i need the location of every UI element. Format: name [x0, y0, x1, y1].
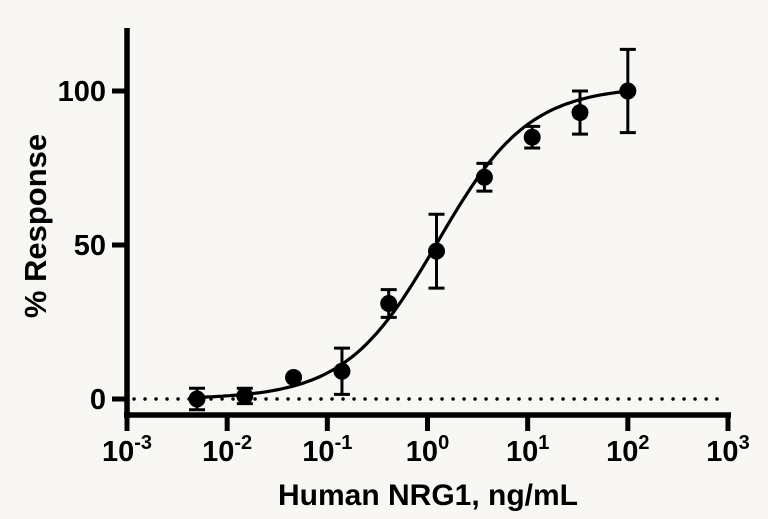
data-point: [619, 82, 637, 100]
x-tick-label: 10-2: [202, 432, 252, 468]
data-point: [380, 295, 398, 313]
data-point: [236, 387, 254, 405]
data-point: [188, 390, 206, 408]
x-tick-label: 103: [706, 432, 749, 468]
y-tick-label: 0: [90, 384, 106, 416]
data-point: [571, 104, 589, 122]
data-point: [523, 128, 541, 146]
x-tick-label: 100: [406, 432, 449, 468]
data-point: [333, 362, 351, 380]
data-point: [428, 242, 446, 260]
data-point: [475, 168, 493, 186]
fit-curve: [196, 89, 628, 399]
x-tick-label: 10-1: [302, 432, 352, 468]
x-tick-label: 101: [506, 432, 549, 468]
y-tick-label: 100: [58, 76, 106, 108]
y-tick-label: 50: [74, 230, 106, 262]
x-tick-label: 102: [606, 432, 649, 468]
x-tick-label: 10-3: [102, 432, 152, 468]
data-point: [285, 368, 303, 386]
y-axis-title: % Response: [18, 133, 53, 319]
x-axis-title: Human NRG1, ng/mL: [277, 479, 579, 512]
